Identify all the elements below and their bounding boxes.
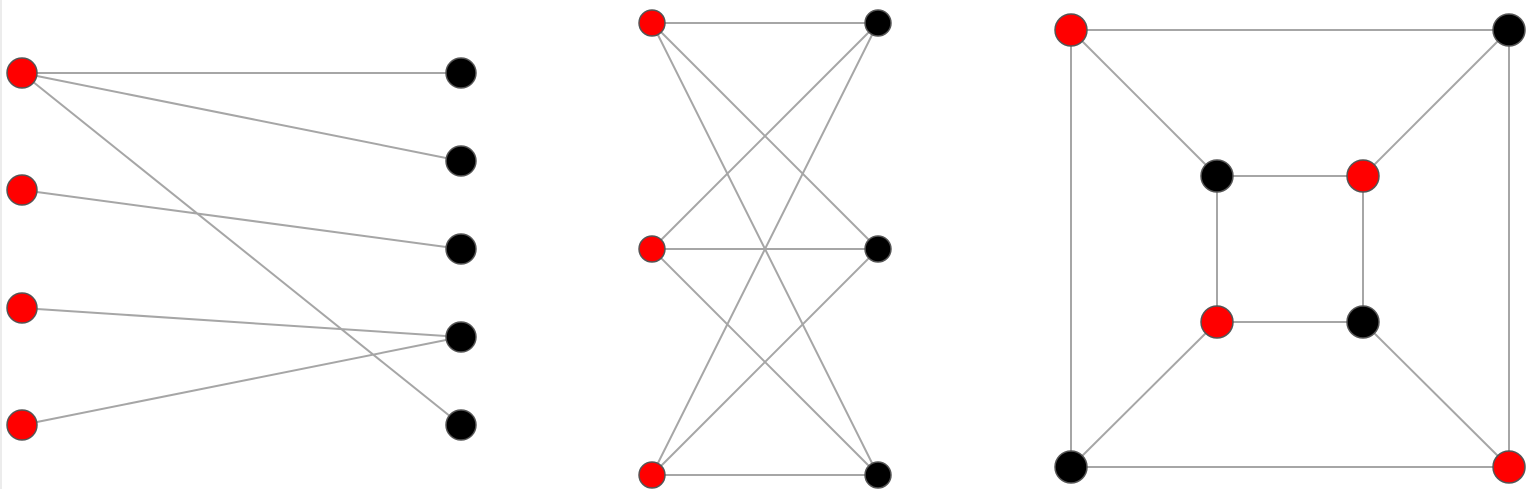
edge-a1-b2 xyxy=(21,72,462,162)
bipartite-matching-graph xyxy=(6,57,477,441)
red-node-o-br xyxy=(1492,450,1526,484)
edge-a4-b4 xyxy=(21,336,462,426)
red-node-i-bl xyxy=(1200,305,1234,339)
edge-a1-b5 xyxy=(21,72,462,426)
black-node-b2 xyxy=(445,145,477,177)
black-node-b5 xyxy=(445,409,477,441)
black-node-b1 xyxy=(445,57,477,89)
red-node-a2 xyxy=(6,174,38,206)
red-node-a4 xyxy=(6,409,38,441)
red-node-a1 xyxy=(638,9,666,37)
red-node-a2 xyxy=(638,235,666,263)
left-edge-rule xyxy=(0,0,2,489)
complete-bipartite-k33-graph xyxy=(638,9,892,489)
edge-a3-b1 xyxy=(651,22,879,476)
edge-a2-b1 xyxy=(651,22,879,250)
black-node-i-tl xyxy=(1200,159,1234,193)
black-node-i-br xyxy=(1346,305,1380,339)
red-node-i-tr xyxy=(1346,159,1380,193)
black-node-o-tr xyxy=(1492,13,1526,47)
black-node-b2 xyxy=(864,235,892,263)
edge-o_tr-i_tr xyxy=(1362,29,1510,177)
edge-a3-b4 xyxy=(21,307,462,338)
red-node-a3 xyxy=(638,461,666,489)
edge-o_bl-i_bl xyxy=(1070,321,1218,468)
black-node-b3 xyxy=(864,461,892,489)
edge-a2-b3 xyxy=(21,189,462,250)
red-node-a3 xyxy=(6,292,38,324)
black-node-o-bl xyxy=(1054,450,1088,484)
edge-o_tl-i_tl xyxy=(1070,29,1218,177)
edge-a3-b2 xyxy=(651,248,879,476)
black-node-b4 xyxy=(445,321,477,353)
cube-graph xyxy=(1054,13,1526,484)
edge-o_br-i_br xyxy=(1362,321,1510,468)
red-node-a1 xyxy=(6,57,38,89)
red-node-o-tl xyxy=(1054,13,1088,47)
black-node-b3 xyxy=(445,233,477,265)
black-node-b1 xyxy=(864,9,892,37)
